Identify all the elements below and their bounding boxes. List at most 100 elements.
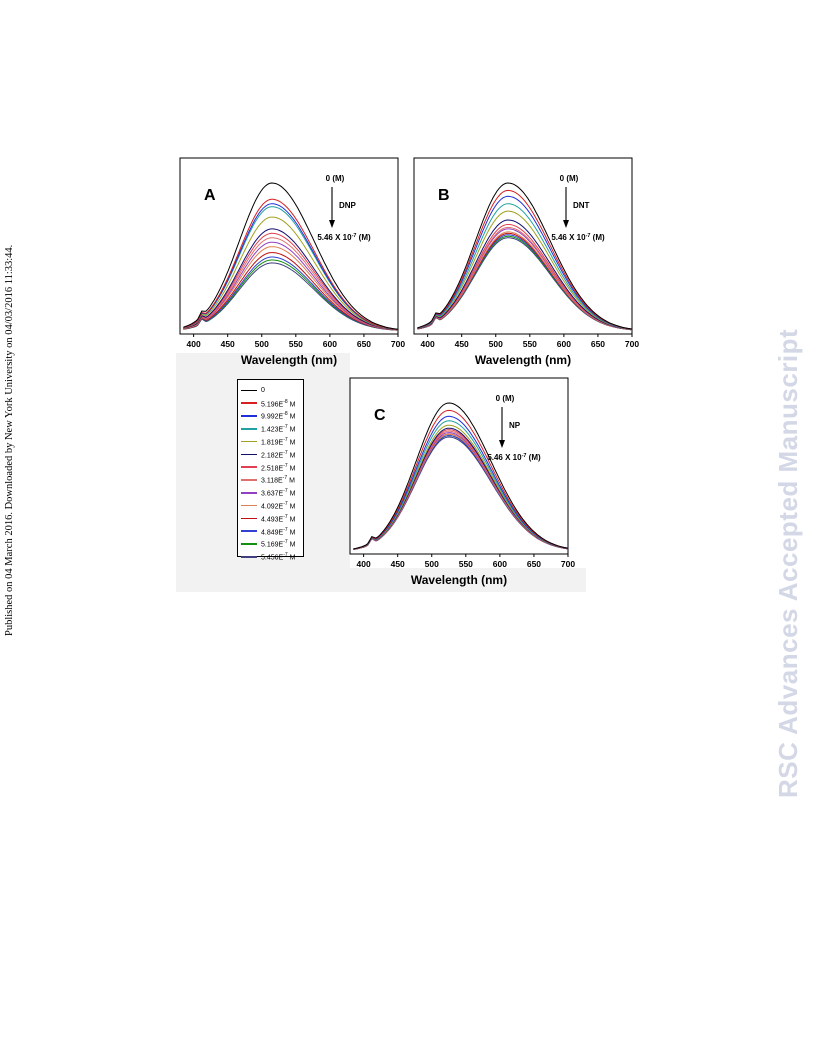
x-tick-label: 650 [527, 559, 541, 569]
panel-c-chart: 400 450 500 550 600 650 700 Wavelength (nm) C 0 (… [349, 377, 575, 587]
panel-letter: A [204, 187, 216, 204]
x-tick-label: 600 [323, 339, 337, 349]
x-tick-label: 600 [557, 339, 571, 349]
x-tick-label: 500 [489, 339, 503, 349]
legend-swatch [241, 530, 257, 532]
analyte-label: NP [509, 421, 521, 430]
x-tick-label: 550 [459, 559, 473, 569]
legend-item: 4.849E-7 M [241, 525, 303, 538]
legend-label: 5.196E-8 M [261, 398, 296, 408]
legend-item: 1.423E-7 M [241, 422, 303, 435]
arrow-end-label: 5.46 X 10-7 (M) [551, 233, 605, 242]
arrow-end-label: 5.46 X 10-7 (M) [487, 453, 541, 462]
legend-swatch [241, 415, 257, 417]
x-tick-label: 550 [289, 339, 303, 349]
concentration-legend: 0 5.196E-8 M 9.992E-8 M 1.423E-7 M 1.819E-7 … [237, 379, 304, 561]
trend-arrow-head [499, 440, 505, 448]
analyte-label: DNT [573, 201, 590, 210]
figure-background-strip [176, 568, 586, 592]
spectrum-line [417, 182, 633, 330]
legend-item: 3.637E-7 M [241, 486, 303, 499]
trend-arrow-head [329, 220, 335, 228]
legend-label: 5.456E-7 M [261, 552, 296, 562]
legend-swatch [241, 402, 257, 404]
panel-b-chart: 400 450 500 550 600 650 700 Wavelength (nm) B 0 (… [413, 157, 639, 367]
legend-swatch [241, 556, 257, 558]
spectrum-line [183, 228, 399, 331]
panel-letter: B [438, 187, 450, 204]
legend-item: 5.196E-8 M [241, 397, 303, 410]
legend-label: 2.182E-7 M [261, 449, 296, 460]
legend-swatch [241, 492, 257, 494]
trend-arrow-head [563, 220, 569, 228]
journal-watermark: RSC Advances Accepted Manuscript [773, 328, 803, 798]
legend-label: 1.819E-7 M [261, 436, 296, 447]
x-tick-label: 700 [625, 339, 639, 349]
x-tick-label: 650 [591, 339, 605, 349]
legend-swatch [241, 389, 257, 392]
legend-label: 3.118E-7 M [261, 475, 295, 485]
x-tick-label: 400 [421, 339, 435, 349]
x-tick-label: 450 [455, 339, 469, 349]
legend-label: 4.849E-7 M [261, 526, 296, 536]
legend-label: 1.423E-7 M [261, 424, 296, 434]
panel-letter: C [374, 407, 386, 424]
x-tick-label: 500 [255, 339, 269, 349]
spectrum-line [353, 415, 569, 550]
legend-swatch [241, 517, 257, 520]
legend-swatch [241, 440, 257, 443]
x-tick-label: 600 [493, 559, 507, 569]
legend-item: 2.518E-7 M [241, 461, 303, 474]
x-axis-label: Wavelength (nm) [241, 353, 337, 367]
legend-label: 2.518E-7 M [261, 462, 296, 472]
x-tick-label: 700 [391, 339, 405, 349]
x-tick-label: 450 [391, 559, 405, 569]
legend-item: 2.182E-7 M [241, 448, 303, 461]
legend-item: 9.992E-8 M [241, 410, 303, 423]
legend-item: 5.456E-7 M [241, 550, 303, 563]
legend-label: 3.637E-7 M [261, 488, 296, 498]
legend-item: 3.118E-7 M [241, 474, 303, 487]
spectrum-line [417, 210, 633, 330]
x-tick-label: 700 [561, 559, 575, 569]
arrow-end-label: 5.46 X 10-7 (M) [317, 233, 371, 242]
legend-item: 4.092E-7 M [241, 499, 303, 512]
arrow-start-label: 0 (M) [496, 394, 515, 403]
legend-swatch [241, 479, 257, 481]
arrow-start-label: 0 (M) [326, 174, 345, 183]
spectrum-line [417, 195, 633, 330]
x-tick-label: 450 [221, 339, 235, 349]
legend-item: 0 [241, 384, 303, 397]
legend-item: 1.819E-7 M [241, 435, 303, 448]
legend-swatch [241, 453, 257, 456]
legend-swatch [241, 428, 257, 430]
legend-item: 4.493E-7 M [241, 512, 303, 525]
panel-a-chart: 400 450 500 550 600 650 700 Wavelength (nm) A 0 (… [179, 157, 405, 367]
spectrum-line [353, 409, 569, 550]
legend-label: 4.092E-7 M [261, 500, 296, 511]
spectrum-line [183, 216, 399, 331]
arrow-start-label: 0 (M) [560, 174, 579, 183]
x-axis-label: Wavelength (nm) [475, 353, 571, 367]
legend-label: 5.169E-7 M [261, 539, 296, 549]
analyte-label: DNP [339, 201, 357, 210]
x-axis-label: Wavelength (nm) [411, 573, 507, 587]
publication-note: Published on 04 March 2016. Downloaded b… [4, 244, 15, 636]
spectrum-line [183, 252, 399, 331]
spectrum-line [417, 189, 633, 330]
spectrum-line [417, 219, 633, 330]
legend-swatch [241, 504, 257, 507]
x-tick-label: 400 [357, 559, 371, 569]
legend-swatch [241, 466, 257, 468]
x-tick-label: 650 [357, 339, 371, 349]
x-tick-label: 400 [187, 339, 201, 349]
legend-label: 0 [261, 386, 265, 394]
spectrum-line [183, 198, 399, 330]
spectrum-line [353, 402, 569, 550]
legend-label: 4.493E-7 M [261, 513, 296, 524]
legend-item: 5.169E-7 M [241, 538, 303, 551]
x-tick-label: 550 [523, 339, 537, 349]
legend-label: 9.992E-8 M [261, 411, 296, 421]
x-tick-label: 500 [425, 559, 439, 569]
plot-frame [349, 377, 569, 555]
